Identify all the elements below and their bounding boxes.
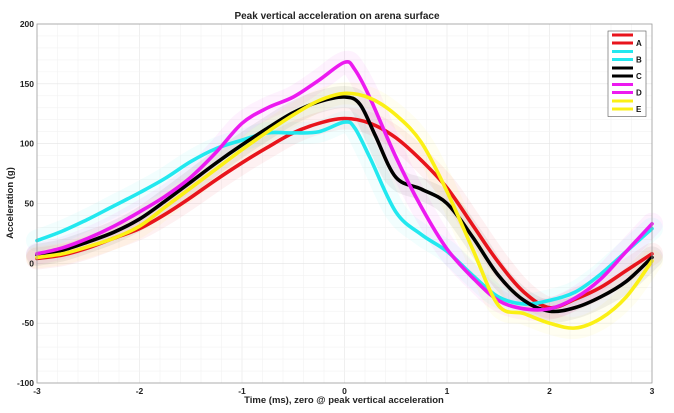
x-tick-label: -1 xyxy=(238,386,246,396)
x-tick-label: 2 xyxy=(547,386,552,396)
y-tick-label: 100 xyxy=(20,139,34,149)
x-tick-label: 3 xyxy=(650,386,655,396)
x-tick-label: 0 xyxy=(342,386,347,396)
y-tick-label: 200 xyxy=(20,19,34,29)
x-tick-label: -3 xyxy=(33,386,41,396)
y-tick-label: 0 xyxy=(29,258,34,268)
y-tick-label: -100 xyxy=(17,378,34,388)
chart-title: Peak vertical acceleration on arena surf… xyxy=(234,11,440,22)
plot-lines xyxy=(26,50,663,340)
legend-label-E: E xyxy=(636,105,642,114)
y-tick-label: -50 xyxy=(22,318,35,328)
series-line-D xyxy=(35,60,654,312)
legend-label-D: D xyxy=(636,89,642,98)
tick-labels: -3 -2 -1 0 1 2 3 -100 -50 0 50 100 150 200 xyxy=(17,19,655,396)
x-tick-label: -2 xyxy=(136,386,144,396)
x-tick-label: 1 xyxy=(445,386,450,396)
legend-label-B: B xyxy=(636,56,642,65)
y-tick-label: 150 xyxy=(20,79,34,89)
y-tick-label: 50 xyxy=(25,199,35,209)
legend-label-A: A xyxy=(636,39,642,48)
legend-label-C: C xyxy=(636,72,642,81)
series-line-B xyxy=(35,120,654,306)
plot-area-frame xyxy=(36,23,653,384)
grid xyxy=(37,24,652,383)
series-line-E xyxy=(35,91,654,330)
x-axis-label: Time (ms), zero @ peak vertical accelera… xyxy=(244,395,444,406)
y-axis-label: Acceleration (g) xyxy=(5,167,16,239)
